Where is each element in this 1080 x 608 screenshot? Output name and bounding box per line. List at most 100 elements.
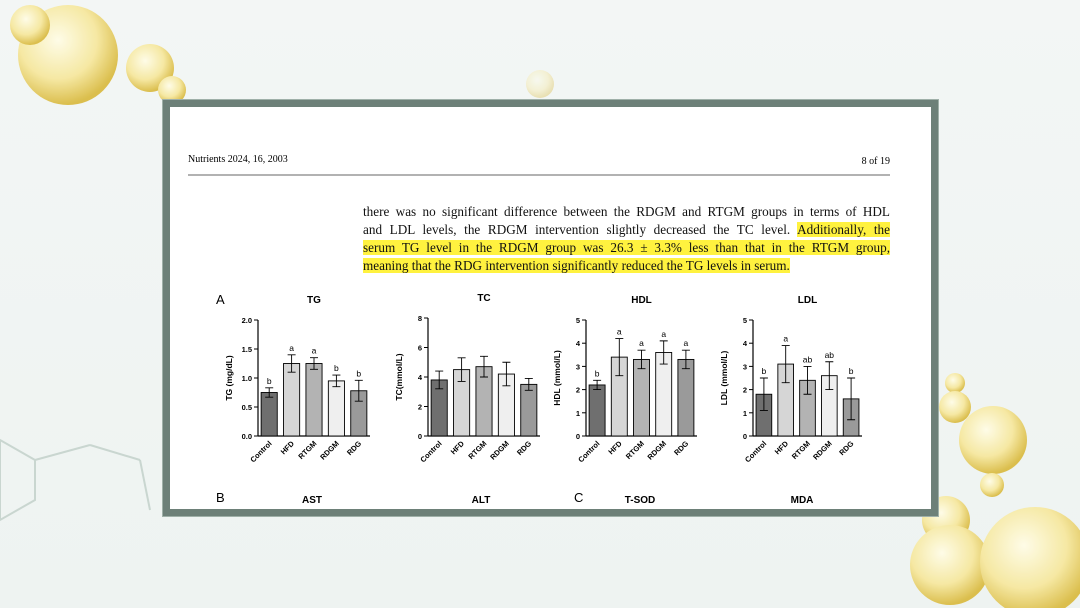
bar [283,363,301,437]
significance-letter: b [356,368,361,378]
y-tick-label: 4 [743,339,748,348]
error-bar [637,349,646,370]
paper-page [163,100,938,516]
chart-title: MDA [791,495,814,506]
bar [588,384,606,437]
error-bar [502,361,511,387]
significance-letter: b [595,368,600,378]
y-tick-label: 1 [743,409,747,418]
text: there was no significant difference betw… [363,204,890,219]
panel-label: B [216,490,225,505]
x-tick-label: RDGM [811,439,834,462]
y-tick-label: 0 [418,432,422,441]
x-tick-label: Control [418,439,443,464]
panel-label: C [574,490,583,505]
y-tick-label: 1.5 [242,345,252,354]
y-tick-label: 0.0 [242,432,252,441]
page-number: 8 of 19 [862,156,890,167]
y-tick-label: 5 [576,316,580,325]
citation: Nutrients 2024, 16, 2003 [188,154,288,165]
chart-title: T-SOD [625,495,656,506]
x-tick-label: RDG [515,439,533,457]
x-tick-label: RDG [345,439,363,457]
x-tick-label: Control [248,439,273,464]
bubbles [10,5,1080,608]
error-bar [287,354,296,373]
y-tick-label: 0.5 [242,403,252,412]
y-tick-label: 8 [418,314,422,323]
error-bar [457,357,466,382]
highlighted-text: serum TG level in the RDGM group was 26.… [363,240,890,255]
significance-letter: b [334,363,339,373]
x-tick-label: RTGM [466,439,488,461]
error-bar [759,377,768,411]
y-tick-label: 2 [576,386,580,395]
significance-letter: b [762,366,767,376]
y-tick-label: 4 [576,339,581,348]
paragraph: there was no significant difference betw… [363,203,890,275]
error-bar [480,355,488,378]
highlighted-text: Additionally, the [797,222,890,237]
y-axis-label: TC(mmol/L) [394,353,404,400]
x-tick-label: HFD [773,439,791,457]
error-bar [781,345,790,384]
chart-title: AST [302,495,322,506]
y-tick-label: 5 [743,316,747,325]
y-tick-label: 2 [743,386,747,395]
error-bar [615,338,624,377]
x-tick-label: RTGM [790,439,812,461]
x-tick-label: RDGM [318,439,341,462]
x-tick-label: RDG [672,439,690,457]
x-tick-label: HFD [449,439,467,457]
error-bar [524,378,533,391]
significance-letter: ab [803,354,813,364]
chart-title: LDL [798,295,817,306]
x-tick-label: RDGM [488,439,511,462]
x-tick-label: RTGM [624,439,646,461]
chart-title: HDL [631,295,652,306]
bar [655,352,673,437]
y-tick-label: 1.0 [242,374,252,383]
significance-letter: a [289,343,294,353]
y-tick-label: 2.0 [242,316,252,325]
x-tick-label: HFD [606,439,624,457]
y-tick-label: 3 [743,362,747,371]
panel-label: A [216,292,225,307]
chart-title: TG [307,295,321,306]
y-axis-label: HDL (mmol/L) [552,350,562,406]
x-tick-label: RTGM [296,439,318,461]
y-tick-label: 4 [418,373,423,382]
chart-title: ALT [472,495,491,506]
significance-letter: a [312,346,317,356]
y-tick-label: 1 [576,409,580,418]
error-bar [847,377,856,421]
bar [633,358,650,437]
y-tick-label: 0 [743,432,747,441]
text: and LDL levels, the RDGM intervention sl… [363,222,798,237]
y-tick-label: 6 [418,344,422,353]
error-bar [593,379,602,391]
error-bar [803,365,812,395]
x-tick-label: HFD [279,439,297,457]
significance-letter: a [661,329,666,339]
text-line: and LDL levels, the RDGM intervention sl… [363,221,890,239]
bar [260,392,278,437]
significance-letter: a [617,327,622,337]
highlighted-text: meaning that the RDG intervention signif… [363,258,790,273]
molecule [0,438,151,522]
y-tick-label: 2 [418,403,422,412]
x-tick-label: Control [576,439,601,464]
y-axis-label: LDL (mmol/L) [719,351,729,406]
text-line: there was no significant difference betw… [363,203,890,221]
error-bar [659,340,668,365]
bar [520,383,538,437]
significance-letter: ab [825,350,835,360]
error-bar [265,387,274,398]
significance-letter: b [849,366,854,376]
error-bar [310,357,318,370]
y-axis-label: TG (mg/dL) [224,355,234,400]
bar [327,380,345,437]
y-tick-label: 0 [576,432,580,441]
